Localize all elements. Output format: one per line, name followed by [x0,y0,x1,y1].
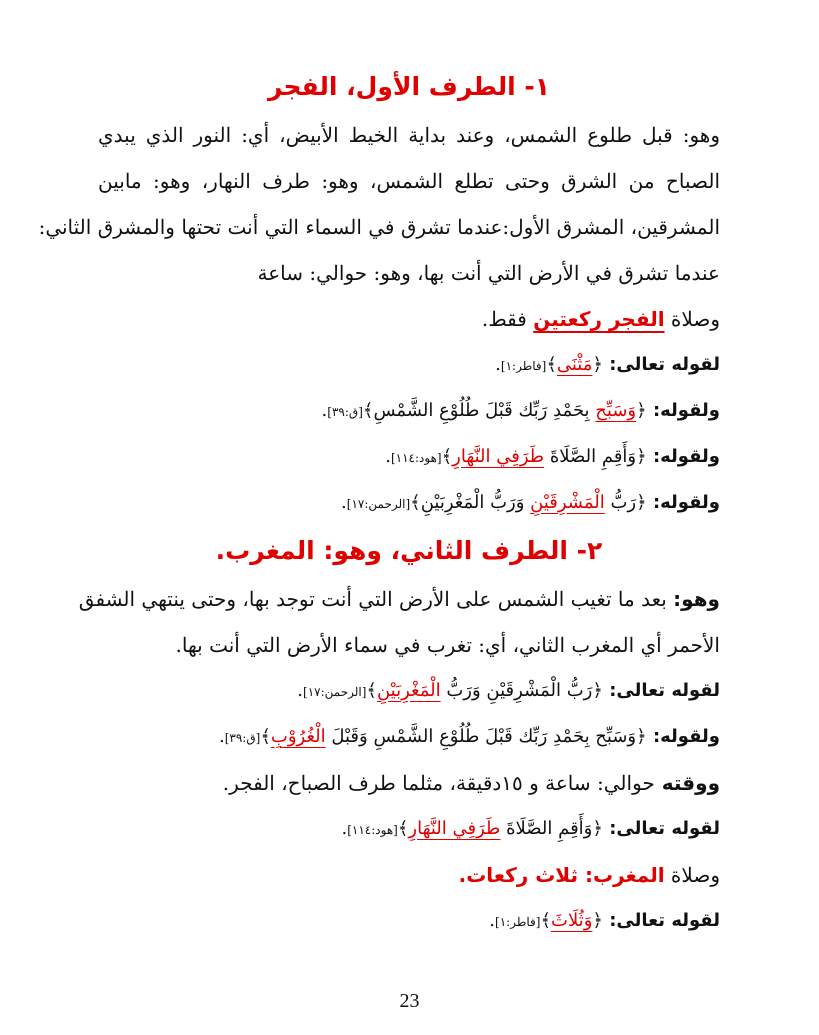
verse-reference: [فاطر:١] [500,359,547,373]
text-segment: ٢- الطرف الثاني، وهو: المغرب. [215,536,603,565]
text-segment: رَبُّ الْمَشْرِقَيْنِ وَرَبُّ [440,680,593,701]
quran-citation-line: لقوله تعالى: ﴿وَأَقِمِ الصَّلَاةَ طَرَفِ… [98,806,720,852]
verse-reference: [ق:٣٩] [224,731,261,745]
quran-citation-line: لقوله تعالى: ﴿رَبُّ الْمَشْرِقَيْنِ وَرَ… [98,668,720,714]
quran-citation-line: ولقوله: ﴿وَأَقِمِ الصَّلَاةَ طَرَفِي الن… [98,434,720,480]
text-segment: . [495,354,501,375]
verse-reference: [هود:١١٤] [390,451,442,465]
text-segment: لقوله تعالى: [602,818,720,839]
text-segment: . [385,446,391,467]
text-segment: لقوله تعالى: [602,354,720,375]
text-segment: ﴿ [592,818,603,839]
text-segment: ﴿ [592,680,603,701]
text-segment: ﴾ [546,354,557,375]
highlighted-text: الفجر ركعتين [533,307,665,331]
text-segment: ولقوله: [646,446,720,467]
text-segment: . [489,910,496,931]
paragraph-line: الأحمر أي المغرب الثاني، أي: تغرب في سما… [98,622,721,668]
text-segment: رَبُّ [604,492,637,513]
text-segment: ولقوله: [646,726,720,747]
text-segment: عندما تشرق في الأرض التي أنت بها، وهو: ح… [257,261,720,285]
text-segment: ولقوله: [646,492,720,513]
highlighted-text: وَسَبِّح [595,400,637,421]
text-segment: ﴿ [592,354,603,375]
text-segment: وَسَبِّح بِحَمْدِ رَبِّك قَبْلَ طُلُوْعِ… [325,726,637,747]
paragraph-line: وصلاة الفجر ركعتين فقط. [98,296,720,342]
highlighted-text: طَرَفِي النَّهَارِ [452,446,545,467]
text-segment: ﴾ [366,680,377,701]
text-segment: ﴾ [410,492,421,513]
quran-citation-line: لقوله تعالى: ﴿وَثُلَاثَ﴾[فاطر:١]. [98,898,720,944]
verse-reference: [الرحمن:١٧] [303,685,367,699]
text-segment: ﴾ [260,726,271,747]
text-segment: لقوله تعالى: [602,680,720,701]
section-heading: ١- الطرف الأول، الفجر [98,62,720,112]
quran-citation-line: لقوله تعالى: ﴿مَثْنَى﴾[فاطر:١]. [98,342,720,388]
text-segment: ﴿ [636,726,647,747]
text-segment: وَرَبُّ الْمَغْرِبَيْنِ [420,492,531,513]
paragraph-line: عندما تشرق في الأرض التي أنت بها، وهو: ح… [98,250,720,296]
paragraph-line: المشرقين، المشرق الأول:عندما تشرق في الس… [39,204,720,250]
paragraph-line: وهو: قبل طلوع الشمس، وعند بداية الخيط ال… [98,112,720,158]
highlighted-text: الْغُرُوْبِ [270,726,326,747]
text-segment: وهو: [673,587,720,611]
text-segment: ووقته [654,771,720,795]
highlighted-text: الْمَشْرِقَيْنِ [530,492,605,513]
paragraph-line: ووقته حوالي: ساعة و ١٥دقيقة، مثلما طرف ا… [98,760,720,806]
text-segment: ﴿ [636,446,647,467]
quran-citation-line: ولقوله: ﴿رَبُّ الْمَشْرِقَيْنِ وَرَبُّ ا… [98,480,720,526]
section-heading: ٢- الطرف الثاني، وهو: المغرب. [98,526,720,576]
text-segment: ولقوله: [646,400,720,421]
text-segment: لقوله تعالى: [602,910,720,931]
quran-citation-line: ولقوله: ﴿وَسَبِّح بِحَمْدِ رَبِّك قَبْلَ… [98,714,720,760]
text-segment: بعد ما تغيب الشمس على الأرض التي أنت توج… [78,587,674,611]
verse-reference: [ق:٣٩] [327,405,363,419]
text-segment: الصباح من الشرق وحتى تطلع الشمس، وهو: طر… [98,169,720,193]
text-segment: وصلاة [664,307,720,331]
text-segment: ﴾ [362,400,374,421]
text-segment: . [321,400,328,421]
text-segment: ﴾ [441,446,453,467]
text-segment: ﴿ [592,910,603,931]
highlighted-text: الْمَغْرِبَيْنِ [376,680,441,701]
paragraph-line: الصباح من الشرق وحتى تطلع الشمس، وهو: طر… [98,158,720,204]
paragraph-line: وهو: بعد ما تغيب الشمس على الأرض التي أن… [79,576,720,622]
verse-reference: [فاطر:١] [495,915,541,929]
text-segment: ﴿ [636,492,647,513]
text-segment: . [218,726,225,747]
text-segment: ١- الطرف الأول، الفجر [267,72,551,101]
text-segment: وَأَقِمِ الصَّلَاةَ [500,818,593,839]
highlighted-text: مَثْنَى [556,354,593,375]
highlighted-text: وَثُلَاثَ [551,910,593,931]
verse-reference: [الرحمن:١٧] [346,497,411,511]
text-segment: ﴾ [540,910,551,931]
text-segment: . [297,680,304,701]
text-segment: . [341,818,348,839]
document-page: ١- الطرف الأول، الفجر وهو: قبل طلوع الشمس… [39,62,721,944]
text-segment: بِحَمْدِ رَبِّك قَبْلَ طُلُوْعِ الشَّمْس… [373,400,596,421]
text-segment: حوالي: ساعة و ١٥دقيقة، مثلما طرف الصباح،… [222,771,655,795]
text-segment: فقط. [481,307,534,331]
text-segment: وهو: قبل طلوع الشمس، وعند بداية الخيط ال… [98,123,720,147]
text-segment: الأحمر أي المغرب الثاني، أي: تغرب في سما… [175,633,721,657]
text-segment: . [341,492,347,513]
text-segment: ﴿ [636,400,647,421]
text-segment: وصلاة [664,863,720,887]
verse-reference: [هود:١١٤] [347,823,398,837]
highlighted-text: المغرب: ثلاث ركعات. [458,863,665,887]
text-segment: ﴾ [397,818,409,839]
text-segment: وَأَقِمِ الصَّلَاةَ [544,446,637,467]
page-number: 23 [399,990,420,1012]
quran-citation-line: ولقوله: ﴿وَسَبِّح بِحَمْدِ رَبِّك قَبْلَ… [98,388,720,434]
paragraph-line: وصلاة المغرب: ثلاث ركعات. [98,852,720,898]
highlighted-text: طَرَفِي النَّهَارِ [408,818,501,839]
text-segment: المشرقين، المشرق الأول:عندما تشرق في الس… [38,215,720,239]
